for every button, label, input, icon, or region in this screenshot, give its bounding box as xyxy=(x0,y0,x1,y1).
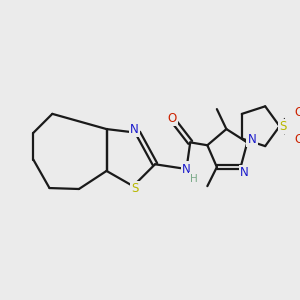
Text: O: O xyxy=(167,112,177,125)
Text: N: N xyxy=(240,166,249,179)
Text: N: N xyxy=(182,163,191,176)
Text: O: O xyxy=(294,106,300,119)
Text: O: O xyxy=(294,133,300,146)
Text: S: S xyxy=(131,182,139,196)
Text: N: N xyxy=(130,123,139,136)
Text: S: S xyxy=(279,120,286,133)
Text: H: H xyxy=(190,173,198,184)
Text: N: N xyxy=(248,133,256,146)
